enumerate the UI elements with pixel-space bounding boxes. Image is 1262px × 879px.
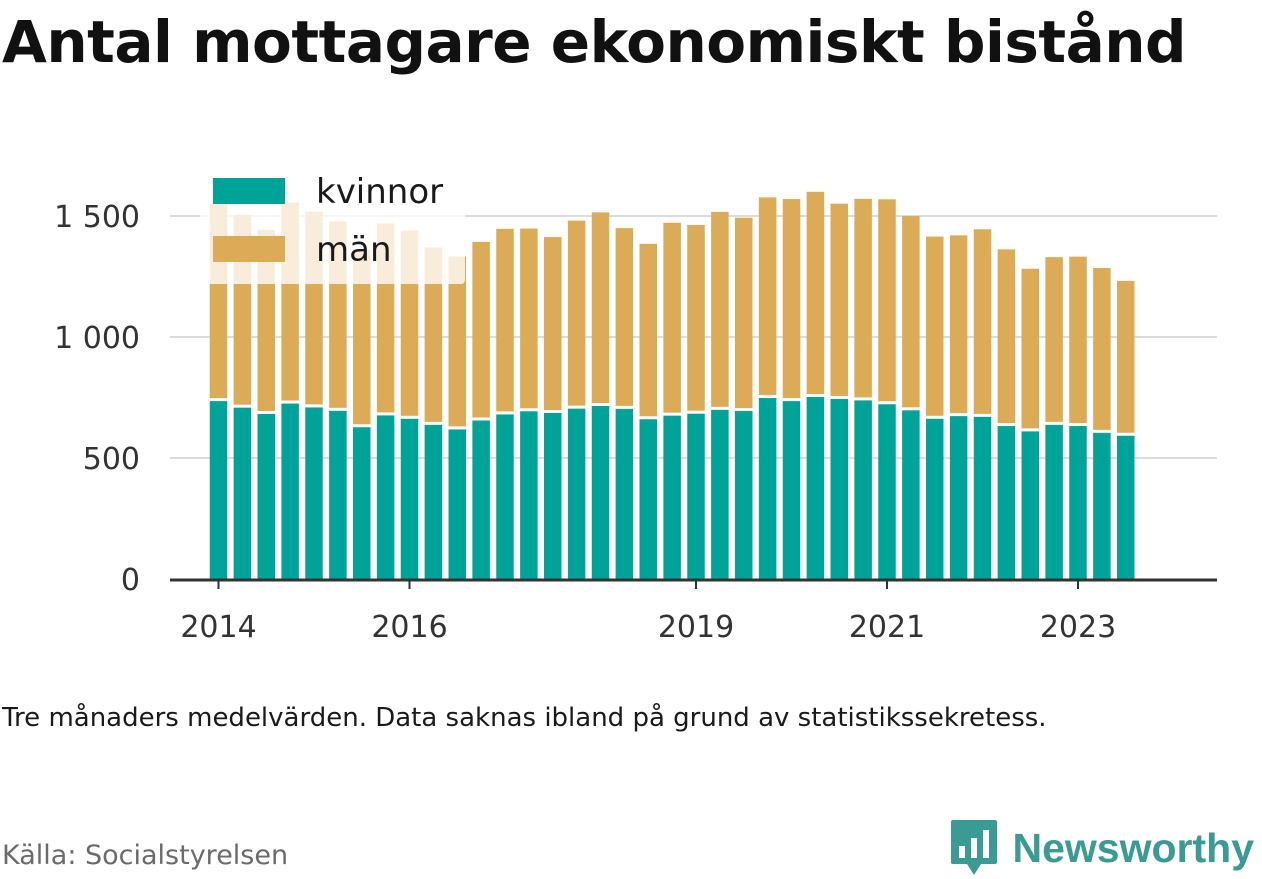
bar-man [663,222,681,413]
bar-man [997,249,1016,424]
bar-kvinnor [830,398,848,579]
bar-kvinnor [424,424,443,579]
bar-kvinnor [782,401,801,579]
bar-man [615,228,634,406]
bar-man [496,228,514,412]
bar-man [567,220,586,406]
bar-kvinnor [1117,435,1135,579]
bar-kvinnor [663,415,681,579]
bar-man [926,236,944,416]
bar-man [1021,268,1039,429]
bar-kvinnor [257,413,275,579]
x-tick-label: 2014 [180,610,256,645]
bar-man [353,249,371,425]
bar-man [1045,257,1063,422]
bar-kvinnor [711,409,729,579]
bar-kvinnor [1021,431,1039,579]
bar-man [544,237,562,410]
bar-kvinnor [949,416,968,579]
bar-kvinnor [1093,432,1111,579]
bar-man [448,256,466,427]
bar-kvinnor [1069,426,1087,579]
bar-kvinnor [305,407,323,579]
bar-kvinnor [1045,424,1063,579]
bar-man [902,216,920,408]
chart-title: Antal mottagare ekonomiskt bistånd [2,8,1187,76]
bar-kvinnor [973,416,992,579]
x-tick-label: 2021 [849,610,925,645]
bar-man [949,235,968,414]
legend-label: män [316,230,392,270]
chart-note: Tre månaders medelvärden. Data saknas ib… [2,703,1047,733]
bar-man [806,191,825,395]
bar-kvinnor [878,404,896,579]
bar-kvinnor [472,420,490,579]
legend-swatch [213,178,285,204]
bar-man [878,199,896,402]
bar-kvinnor [353,427,371,579]
bar-kvinnor [591,405,610,579]
bar-man [711,211,729,407]
x-tick-label: 2023 [1040,610,1116,645]
bar-kvinnor [567,408,586,579]
bar-kvinnor [902,410,920,579]
bar-man [973,229,992,414]
bar-kvinnor [687,413,705,579]
legend-label: kvinnor [316,172,443,212]
y-tick-label: 1 000 [54,321,140,356]
bar-man [854,198,872,398]
bar-man [758,197,777,395]
bar-man [830,203,848,396]
bar-kvinnor [926,418,944,579]
bars [209,191,1135,579]
bar-kvinnor [520,411,538,579]
y-tick-label: 500 [83,442,140,477]
bar-man [687,224,705,411]
bar-man [782,199,801,399]
bar-man [472,241,490,418]
y-tick-label: 1 500 [54,200,140,235]
bar-kvinnor [233,407,252,579]
x-tick-label: 2016 [371,610,447,645]
legend-swatch [213,236,285,262]
bar-kvinnor [496,414,514,579]
bar-kvinnor [854,400,872,579]
bar-man [591,212,610,403]
bar-kvinnor [400,418,419,579]
y-tick-label: 0 [121,563,140,598]
bar-man [424,247,443,422]
bar-kvinnor [806,397,825,579]
bar-man [1117,280,1135,433]
bar-kvinnor [997,426,1016,579]
bar-man [1069,256,1087,424]
bar-man [735,217,753,409]
brand-name: Newsworthy [1012,824,1255,871]
source-credit: Källa: Socialstyrelsen [2,840,289,871]
bar-kvinnor [209,401,228,579]
bar-kvinnor [376,415,395,579]
brand-logo[interactable]: Newsworthy [949,818,1255,878]
x-tick-label: 2019 [658,610,734,645]
bar-kvinnor [544,412,562,579]
bar-man [1093,268,1111,430]
axes: 0 500 1 000 1 500 2014 2016 2019 2021 2023 [54,200,1217,645]
bar-kvinnor [615,408,634,579]
bar-man [639,243,657,417]
bar-kvinnor [329,410,347,579]
bar-kvinnor [758,397,777,579]
bar-kvinnor [735,411,753,579]
bar-kvinnor [448,429,466,579]
bar-kvinnor [639,419,657,579]
bar-man [520,228,538,409]
bar-chart-logo-icon [950,820,997,875]
legend: kvinnor män [200,162,465,284]
bar-kvinnor [281,403,299,579]
stacked-bar-chart: 0 500 1 000 1 500 2014 2016 2019 2021 2023 kvinn… [54,162,1217,645]
